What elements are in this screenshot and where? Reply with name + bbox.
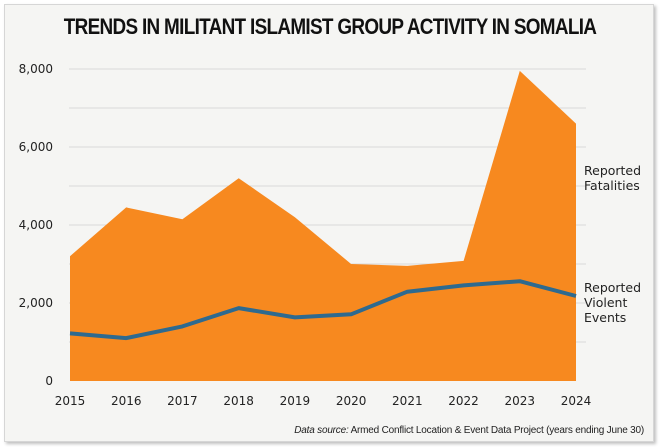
legend-label-line: Violent	[584, 295, 627, 310]
legend-label-line: Reported	[584, 280, 641, 295]
area-reported-fatalities	[70, 70, 576, 382]
x-tick-label: 2018	[223, 394, 254, 408]
y-tick-label: 0	[45, 374, 53, 388]
y-tick-label: 4,000	[19, 218, 53, 232]
y-axis-ticks: 0 2,000 4,000 6,000 8,000	[19, 62, 53, 388]
area-series	[69, 70, 577, 382]
x-tick-label: 2016	[111, 394, 142, 408]
x-tick-label: 2019	[280, 394, 311, 408]
y-tick-label: 2,000	[19, 296, 53, 310]
x-axis-ticks: 2015 2016 2017 2018 2019 2020 2021 2022 2023 2024	[55, 394, 592, 408]
x-tick-label: 2015	[55, 394, 86, 408]
legend-label: Reported Fatalities	[584, 163, 641, 193]
x-tick-label: 2021	[392, 394, 423, 408]
legend-label-line: Fatalities	[584, 178, 640, 193]
x-tick-label: 2022	[448, 394, 479, 408]
legend-label-line: Events	[584, 310, 626, 325]
chart-title: TRENDS IN MILITANT ISLAMIST GROUP ACTIVI…	[63, 14, 597, 39]
x-tick-label: 2017	[167, 394, 198, 408]
legend-label-line: Reported	[584, 163, 641, 178]
data-source-note: Data source: Armed Conflict Location & E…	[294, 425, 644, 436]
line-reported-violent-events	[69, 279, 577, 341]
y-tick-label: 6,000	[19, 140, 53, 154]
data-source-prefix: Data source:	[294, 425, 349, 436]
y-tick-label: 8,000	[19, 62, 53, 76]
x-tick-label: 2023	[505, 394, 536, 408]
data-source-text: Armed Conflict Location & Event Data Pro…	[348, 425, 645, 436]
line-series	[69, 279, 577, 341]
x-tick-label: 2020	[336, 394, 367, 408]
x-tick-label: 2024	[561, 394, 592, 408]
legend-label: Reported Violent Events	[584, 280, 641, 325]
